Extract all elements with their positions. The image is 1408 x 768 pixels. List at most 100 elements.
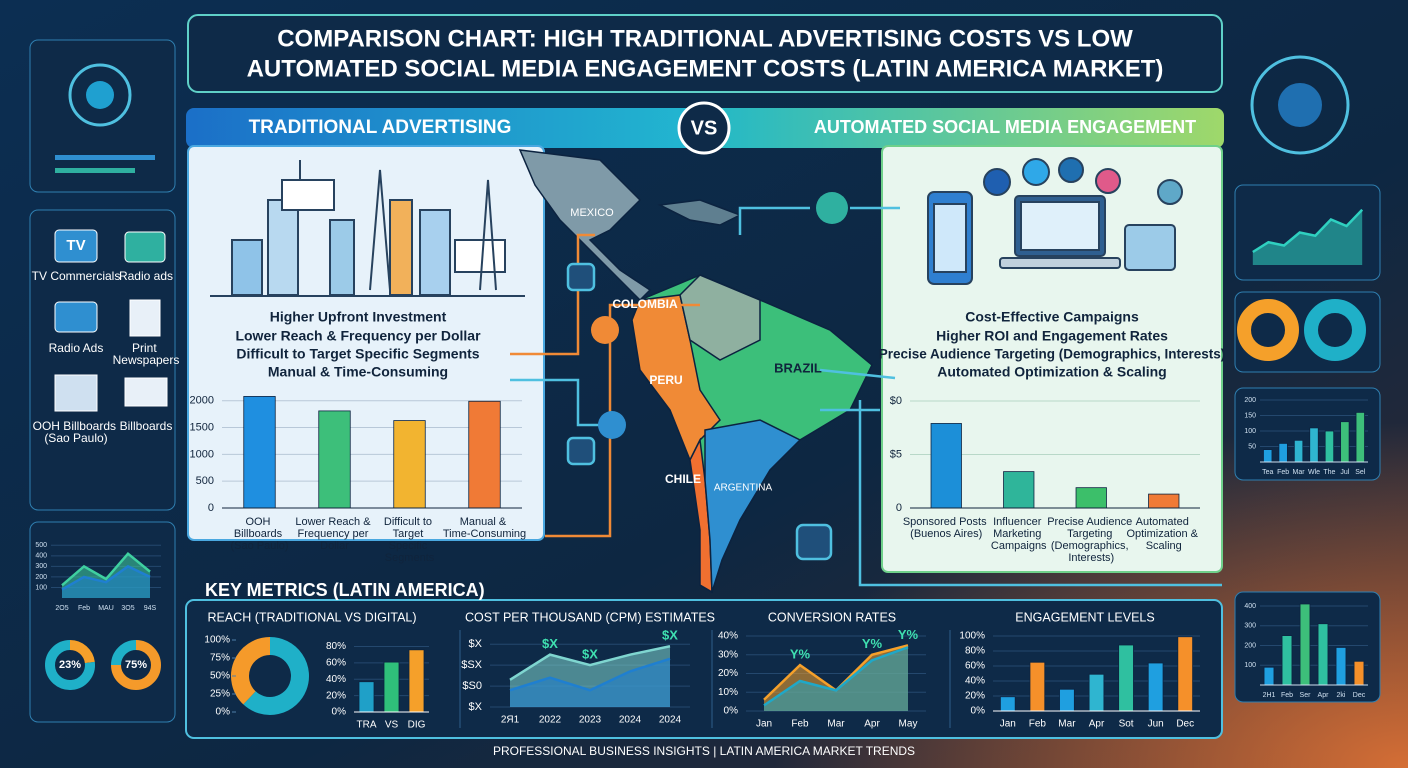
city-illustration <box>210 160 525 297</box>
metrics-section: CONVERSION RATES <box>768 610 896 624</box>
map-label: ARGENTINA <box>714 483 773 494</box>
y-tick-label: 0 <box>208 502 214 514</box>
icon-radio <box>54 301 98 333</box>
y-tick-label: 60% <box>326 658 346 669</box>
y-tick-label: 400 <box>35 553 47 560</box>
bar <box>1118 644 1134 712</box>
bar <box>1263 666 1275 686</box>
y-tick-label: 500 <box>196 475 214 487</box>
bar <box>243 396 276 509</box>
x-tick-label: OOH Billboards (Sao Paulo) <box>230 516 288 552</box>
hud-ring <box>68 63 132 127</box>
bar <box>1278 442 1288 463</box>
y-tick-label: 40% <box>326 674 346 685</box>
x-tick-label: Precise Audience Targeting (Demographics… <box>1047 516 1135 564</box>
devices-illustration <box>927 157 1183 285</box>
point: Difficult to Target Specific Segments <box>236 346 479 362</box>
donut-segment <box>45 640 95 690</box>
hud-bar <box>55 168 135 173</box>
y-tick-label: 2000 <box>190 395 214 407</box>
y-tick-label: 200 <box>35 574 47 581</box>
y-tick-label: 40% <box>965 676 985 687</box>
x-tick-label: 2023 <box>579 715 602 726</box>
bar <box>1324 430 1335 463</box>
bar <box>1029 661 1046 712</box>
y-tick-label: 100% <box>959 631 985 642</box>
y-tick-label: 20% <box>718 668 738 679</box>
x-tick-label: 2O5 <box>55 605 68 612</box>
bar <box>408 649 425 713</box>
mini-box <box>29 521 176 723</box>
x-tick-label: Jan <box>1000 719 1016 730</box>
hud-core <box>1278 83 1322 127</box>
footer: PROFESSIONAL BUSINESS INSIGHTS | LATIN A… <box>493 744 915 758</box>
x-tick-label: 2022 <box>539 715 562 726</box>
x-tick-label: Manual & Time-Consuming <box>443 516 526 540</box>
x-tick-label: Sel <box>1355 469 1366 476</box>
map-label: CHILE <box>665 472 701 486</box>
x-tick-label: Feb <box>1277 469 1289 476</box>
x-tick-label: Sot <box>1119 719 1134 730</box>
header-bar <box>704 108 1224 148</box>
point: Manual & Time-Consuming <box>268 364 448 380</box>
icon-print <box>129 299 161 337</box>
area-fill <box>1252 209 1363 265</box>
series-line <box>509 645 671 681</box>
channel-label: Radio Ads <box>49 341 104 355</box>
bar <box>1088 673 1105 712</box>
x-tick-label: 2ki <box>1337 692 1346 699</box>
annotation: $X <box>542 636 558 651</box>
annotation: $X <box>582 647 598 662</box>
annotation: Y% <box>790 647 811 662</box>
annotation: Y% <box>898 627 919 642</box>
donut-label: 75% <box>125 659 147 671</box>
point: Cost-Effective Campaigns <box>965 309 1139 325</box>
header-bar <box>186 108 706 148</box>
scale-label: 25% <box>210 689 230 700</box>
bar <box>1317 623 1329 686</box>
map-label: COLOMBIA <box>612 297 678 311</box>
y-tick-label: 50 <box>1248 443 1256 450</box>
x-tick-label: 94S <box>144 605 157 612</box>
bar <box>383 661 400 713</box>
point: Higher Upfront Investment <box>270 309 447 325</box>
y-tick-label: 0% <box>332 707 347 718</box>
bar <box>1353 660 1365 686</box>
y-tick-label: 0% <box>724 706 739 717</box>
y-tick-label: $5 <box>890 448 902 460</box>
x-tick-label: The <box>1323 469 1335 476</box>
annotation: Y% <box>862 636 883 651</box>
donut-segment <box>243 637 309 715</box>
x-tick-label: Automated Optimization & Scaling <box>1126 516 1201 552</box>
donut-segment <box>69 640 95 664</box>
x-tick-label: May <box>899 719 918 730</box>
x-tick-label: Difficult to Target Specific Segments <box>384 516 435 564</box>
donut-segment <box>111 640 161 690</box>
bar <box>1263 449 1273 463</box>
channel-label: Billboards <box>120 419 173 433</box>
x-tick-label: Feb <box>1281 692 1293 699</box>
point: Automated Optimization & Scaling <box>937 364 1166 380</box>
x-tick-label: Dec <box>1353 692 1366 699</box>
y-tick-label: 0 <box>896 502 902 514</box>
map-label: PERU <box>649 373 682 387</box>
x-tick-label: Lower Reach & Frequency per Dollar <box>295 516 373 552</box>
scale-label: 75% <box>210 653 230 664</box>
y-tick-label: 1000 <box>190 448 214 460</box>
x-tick-label: Feb <box>78 605 90 612</box>
bar <box>1281 635 1293 686</box>
x-tick-label: 2H1 <box>1263 692 1276 699</box>
x-tick-label: Mar <box>1058 719 1076 730</box>
bar <box>1177 636 1194 712</box>
bar <box>468 400 501 509</box>
x-tick-label: Sponsored Posts (Buenos Aires) <box>903 516 990 540</box>
y-tick-label: 0% <box>971 706 986 717</box>
channel-label: Radio ads <box>119 269 173 283</box>
area-fill <box>510 658 670 707</box>
metrics-section: COST PER THOUSAND (CPM) ESTIMATES <box>465 610 715 624</box>
x-tick-label: 2024 <box>659 715 682 726</box>
y-tick-label: $SX <box>461 659 482 671</box>
bar <box>999 696 1016 712</box>
connectors <box>510 192 1222 587</box>
x-tick-label: VS <box>385 720 399 731</box>
